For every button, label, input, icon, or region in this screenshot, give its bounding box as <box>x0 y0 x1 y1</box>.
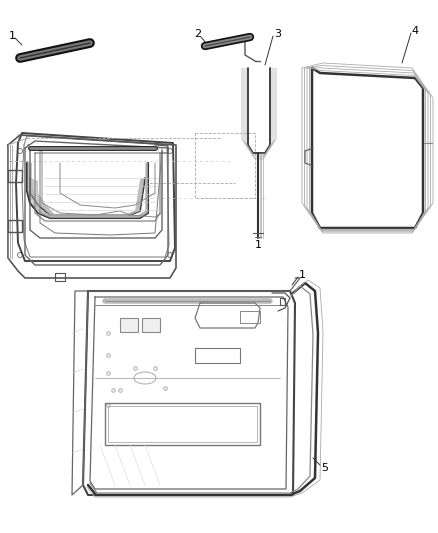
Text: r: r <box>27 143 29 149</box>
Text: 1: 1 <box>254 240 261 250</box>
Text: 1: 1 <box>8 31 15 41</box>
Bar <box>142 318 160 332</box>
Text: 3: 3 <box>275 29 282 39</box>
Text: 5: 5 <box>321 463 328 473</box>
Bar <box>120 318 138 332</box>
Text: e: e <box>155 145 159 151</box>
Text: 1: 1 <box>299 270 305 280</box>
Text: 2: 2 <box>194 29 201 39</box>
Text: 4: 4 <box>411 26 419 36</box>
